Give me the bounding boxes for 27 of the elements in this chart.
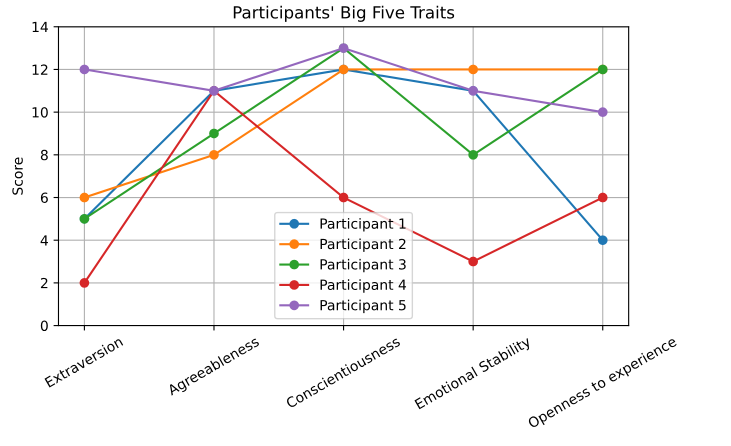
y-tick-label: 12 bbox=[32, 64, 48, 75]
point bbox=[468, 64, 478, 74]
y-axis-title: Score bbox=[12, 157, 23, 195]
point bbox=[468, 150, 478, 160]
y-tick-label: 6 bbox=[40, 192, 48, 203]
y-tick-label: 0 bbox=[40, 320, 48, 332]
y-tick-label: 4 bbox=[40, 235, 48, 246]
point bbox=[80, 64, 90, 74]
point bbox=[209, 150, 219, 160]
point bbox=[468, 256, 478, 266]
point bbox=[209, 128, 219, 138]
point bbox=[338, 192, 348, 202]
point bbox=[598, 107, 608, 117]
point bbox=[598, 235, 608, 246]
y-tick-label: 8 bbox=[40, 150, 48, 160]
legend-label: Participant 2 bbox=[320, 238, 406, 252]
point bbox=[598, 192, 608, 202]
chart-title: Participants' Big Five Traits bbox=[234, 6, 454, 22]
y-tick-label: 2 bbox=[40, 278, 48, 288]
legend-label: Participant 3 bbox=[320, 258, 406, 272]
point bbox=[80, 278, 90, 288]
y-tick-label: 10 bbox=[32, 107, 48, 118]
legend-label: Participant 1 bbox=[320, 218, 406, 232]
y-tick-label: 14 bbox=[32, 22, 48, 32]
point bbox=[80, 192, 90, 202]
legend-label: Participant 5 bbox=[320, 300, 406, 314]
legend-label: Participant 4 bbox=[320, 279, 406, 293]
